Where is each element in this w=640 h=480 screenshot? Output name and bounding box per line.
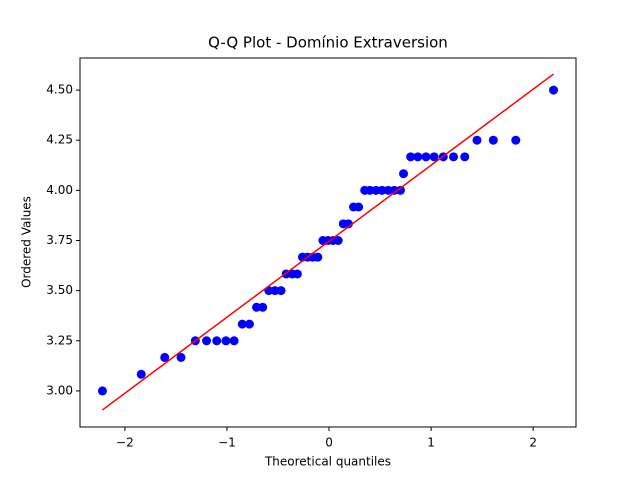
data-point	[429, 152, 439, 162]
data-point	[406, 152, 416, 162]
x-axis-label: Theoretical quantiles	[264, 455, 391, 469]
data-point	[97, 386, 107, 396]
data-point	[472, 135, 482, 145]
data-point	[212, 336, 222, 346]
data-point	[237, 319, 247, 329]
y-tick-label: 4.00	[46, 183, 73, 197]
y-tick-label: 4.25	[46, 133, 73, 147]
data-point	[343, 219, 353, 229]
fit-line	[102, 73, 554, 411]
data-point	[449, 152, 459, 162]
x-tick-label: 2	[529, 436, 537, 450]
data-point	[244, 319, 254, 329]
y-tick-label: 3.75	[46, 233, 73, 247]
data-point	[511, 135, 521, 145]
data-point	[176, 352, 186, 362]
data-point	[333, 235, 343, 245]
plot-frame	[79, 57, 577, 428]
x-tick-label: −2	[116, 436, 134, 450]
data-point	[413, 152, 423, 162]
y-tick-label: 3.25	[46, 333, 73, 347]
data-point	[313, 252, 323, 262]
data-point	[549, 85, 559, 95]
data-point	[395, 185, 405, 195]
data-point	[460, 152, 470, 162]
data-point	[229, 336, 239, 346]
data-point	[202, 336, 212, 346]
chart-title: Q-Q Plot - Domínio Extraversion	[208, 34, 448, 52]
data-point	[258, 302, 268, 312]
data-point	[399, 169, 409, 179]
data-point	[221, 336, 231, 346]
x-tick-label: 1	[427, 436, 435, 450]
x-tick-label: 0	[325, 436, 333, 450]
y-axis-label: Ordered Values	[20, 196, 34, 288]
data-point	[488, 135, 498, 145]
x-tick-label: −1	[218, 436, 236, 450]
data-point	[354, 202, 364, 212]
data-point	[292, 269, 302, 279]
data-point	[276, 286, 286, 296]
y-tick-label: 3.50	[46, 283, 73, 297]
y-tick-label: 4.50	[46, 83, 73, 97]
data-point	[160, 352, 170, 362]
y-tick-label: 3.00	[46, 383, 73, 397]
data-point	[136, 369, 146, 379]
data-point	[421, 152, 431, 162]
